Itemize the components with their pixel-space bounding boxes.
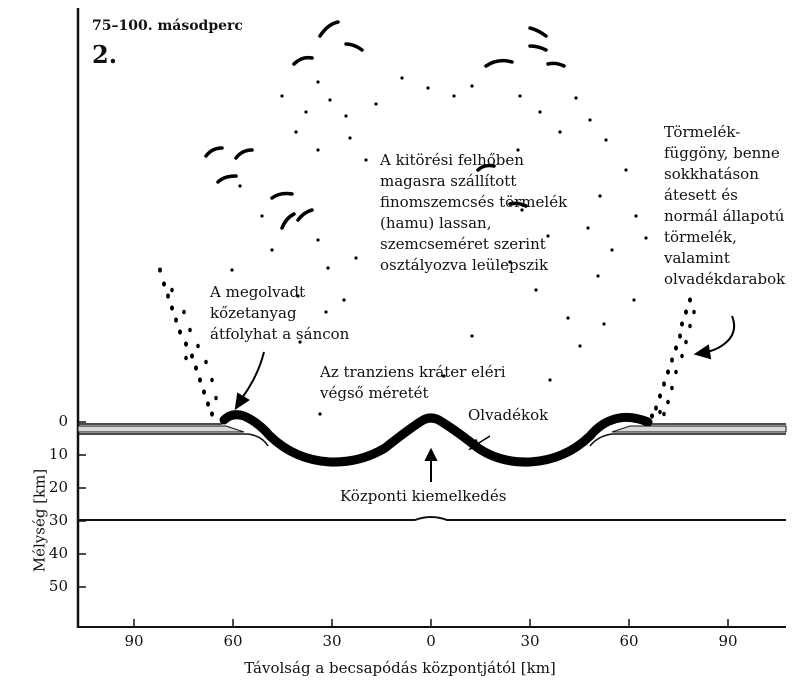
melts-annotation: Olvadékok bbox=[468, 406, 549, 424]
arrow-melts bbox=[468, 435, 491, 451]
moho-boundary-line bbox=[78, 516, 786, 521]
arrow-debris-curtain bbox=[693, 315, 736, 360]
arrow-melt-overflow bbox=[234, 351, 265, 411]
y-tick-label: 20 bbox=[48, 478, 68, 496]
x-tick-label: 90 bbox=[124, 632, 144, 650]
crater-melt-profile bbox=[219, 410, 653, 467]
debris-curtain-left bbox=[158, 267, 218, 417]
x-tick-label: 90 bbox=[718, 632, 738, 650]
layer-base-line-right bbox=[589, 433, 786, 447]
transient-crater-annotation: Az tranziens kráter eléri végső méretét bbox=[320, 363, 506, 402]
x-tick-label: 30 bbox=[520, 632, 540, 650]
arrow-central-uplift bbox=[424, 447, 438, 482]
y-tick-label: 10 bbox=[48, 445, 68, 463]
x-tick-marks bbox=[133, 619, 729, 627]
ejecta-arcs bbox=[204, 20, 566, 230]
central-uplift-annotation: Központi kiemelkedés bbox=[340, 487, 507, 505]
debris-curtain-annotation: Törmelék- függöny, benne sokkhatáson áte… bbox=[664, 123, 786, 288]
x-axis-title: Távolság a becsapódás központjától [km] bbox=[244, 659, 556, 677]
y-tick-label: 40 bbox=[48, 544, 68, 562]
ash-particles bbox=[230, 76, 648, 416]
x-tick-label: 30 bbox=[322, 632, 342, 650]
layer-band-right bbox=[611, 425, 787, 433]
time-range-label: 75–100. másodperc bbox=[92, 18, 243, 34]
x-tick-label: 60 bbox=[619, 632, 639, 650]
debris-curtain-right bbox=[650, 297, 696, 419]
layer-band-left bbox=[77, 425, 245, 433]
y-tick-label: 50 bbox=[48, 577, 68, 595]
melt-overflow-annotation: A megolvadt kőzetanyag átfolyhat a sánco… bbox=[210, 283, 350, 343]
y-tick-label: 0 bbox=[58, 412, 68, 430]
y-axis-title: Mélység [km] bbox=[30, 468, 49, 573]
y-tick-label: 30 bbox=[48, 511, 68, 529]
x-tick-label: 60 bbox=[223, 632, 243, 650]
x-tick-label: 0 bbox=[426, 632, 436, 650]
layer-base-line-left bbox=[78, 433, 269, 447]
ash-cloud-annotation: A kitörési felhőben magasra szállított f… bbox=[380, 151, 568, 274]
panel-number: 2. bbox=[92, 40, 118, 69]
